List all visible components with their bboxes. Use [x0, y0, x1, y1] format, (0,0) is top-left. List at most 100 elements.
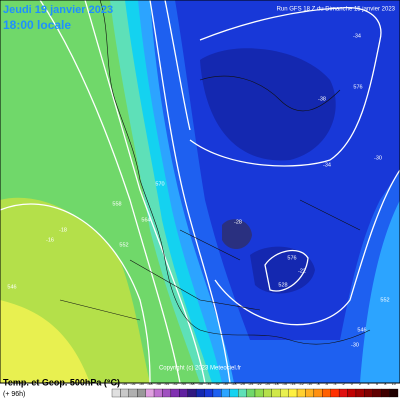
scale-swatch [170, 388, 180, 398]
scale-swatch [381, 388, 390, 398]
scale-label: -6 [325, 382, 328, 386]
contour-label: 546 [357, 327, 366, 333]
scale-swatch [338, 388, 348, 398]
contour [214, 169, 400, 326]
scale-label: -40 [181, 382, 186, 386]
scale-swatch [238, 388, 247, 398]
footer-title: Temp. et Geop. 500hPa (°C) [3, 377, 120, 387]
contour-label: 576 [353, 84, 362, 90]
scale-swatch [204, 388, 214, 398]
scale-swatch [254, 388, 264, 398]
scale-label: -12 [299, 382, 304, 386]
contour [149, 0, 231, 384]
scale-label: -54 [122, 382, 127, 386]
scale-swatch [221, 388, 230, 398]
scale-label: -52 [130, 382, 135, 386]
cold-core-north [200, 48, 336, 161]
coastline [199, 75, 341, 112]
scale-label: -16 [282, 382, 287, 386]
scale-swatch [162, 388, 172, 398]
scale-swatch [179, 388, 188, 398]
scale-label: -26 [240, 382, 245, 386]
scale-label: -2 [342, 382, 345, 386]
scale-label: -32 [215, 382, 220, 386]
scale-swatch [153, 388, 163, 398]
cold-core-centre [222, 219, 252, 250]
scale-label: -24 [248, 382, 253, 386]
contour-label: -16 [46, 237, 54, 243]
scale-label: -42 [172, 382, 177, 386]
scale-label: -30 [223, 382, 228, 386]
scale-label: -38 [189, 382, 194, 386]
scale-label: -8 [316, 382, 319, 386]
scale-label: 6 [376, 382, 378, 386]
frame [0, 0, 400, 384]
contour-label: -30 [374, 155, 382, 161]
contour [264, 249, 309, 292]
scale-swatch [330, 388, 340, 398]
scale-label: 0 [351, 382, 353, 386]
contour-label: 576 [287, 255, 296, 261]
contour [189, 6, 382, 167]
scale-swatch [229, 388, 239, 398]
scale-label: -46 [156, 382, 161, 386]
scale-swatch [313, 388, 323, 398]
scale-swatch [120, 388, 129, 398]
footer-lead: (+ 96h) [3, 391, 25, 398]
contour-label: -30 [351, 342, 359, 348]
scale-swatch [322, 388, 331, 398]
time: 18:00 locale [3, 18, 71, 32]
scale-swatch [128, 388, 138, 398]
contour-label: 570 [155, 181, 164, 187]
scale-label: 10 [392, 382, 396, 386]
scale-label: 2 [359, 382, 361, 386]
scale-swatch [246, 388, 256, 398]
scale-label: -44 [164, 382, 169, 386]
scale-swatch [296, 388, 306, 398]
scale-label: -28 [231, 382, 236, 386]
contours [0, 0, 400, 384]
scale-label: -36 [198, 382, 203, 386]
contour [39, 0, 181, 384]
scale-swatch [389, 388, 399, 398]
band-warmest [0, 300, 90, 383]
scale-label: -20 [265, 382, 270, 386]
scale-swatch [263, 388, 272, 398]
border [59, 199, 361, 321]
scale-label: -18 [273, 382, 278, 386]
scale-swatch [271, 388, 281, 398]
scale-swatch [111, 388, 121, 398]
contour-label: 546 [7, 284, 16, 290]
scale-label: -56 [114, 382, 119, 386]
contour-label: 552 [380, 297, 389, 303]
scale-label: -34 [206, 382, 211, 386]
scale-label: 8 [384, 382, 386, 386]
scale-swatch [347, 388, 357, 398]
scale-label: -50 [139, 382, 144, 386]
scale-swatch [145, 388, 155, 398]
scale-label: -14 [290, 382, 295, 386]
scale-swatch [305, 388, 315, 398]
scale-swatch [364, 388, 373, 398]
scale-label: -10 [307, 382, 312, 386]
contour [0, 203, 151, 384]
contour-label: -34 [353, 33, 361, 39]
scale-swatch [288, 388, 298, 398]
contour-label: 552 [119, 242, 128, 248]
run: Run GFS 18 Z du Dimanche 15 janvier 2023 [277, 7, 396, 13]
scale-label: 4 [368, 382, 370, 386]
contour-label: 558 [112, 201, 121, 207]
scale-swatch [137, 388, 146, 398]
contour-label: 564 [141, 217, 150, 223]
scale-swatch [280, 388, 289, 398]
copyright: Copyright (c) 2023 Meteociel.fr [159, 366, 241, 372]
contour-label: -34 [323, 162, 331, 168]
scale-label: -48 [147, 382, 152, 386]
scale-label: -22 [257, 382, 262, 386]
scale-swatch [355, 388, 365, 398]
contour-label: -18 [59, 227, 67, 233]
contour [84, 0, 206, 384]
date: Jeudi 19 janvier 2023 [3, 4, 113, 16]
coastline [99, 0, 371, 345]
